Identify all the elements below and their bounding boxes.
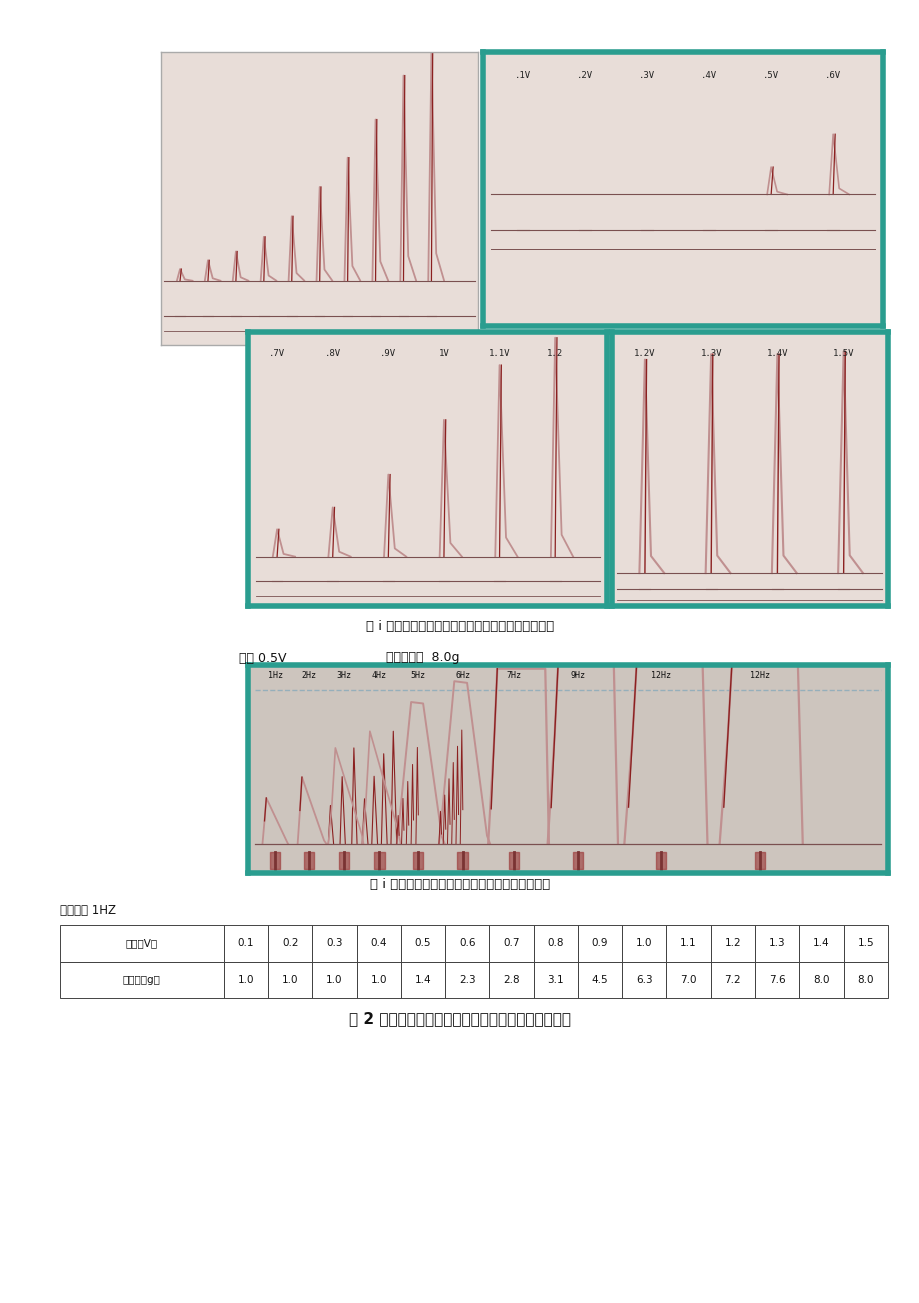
- Text: 最大收缩力  8.0g: 最大收缩力 8.0g: [386, 652, 460, 665]
- Text: 1.4: 1.4: [812, 938, 829, 949]
- Text: 1.0: 1.0: [326, 975, 342, 985]
- Text: 0.2: 0.2: [281, 938, 298, 949]
- Text: 1.5V: 1.5V: [832, 349, 854, 358]
- Bar: [267, 962, 312, 998]
- Bar: [357, 925, 401, 962]
- Bar: [621, 962, 665, 998]
- Bar: [401, 962, 445, 998]
- Bar: [577, 925, 621, 962]
- Text: 12Hz: 12Hz: [650, 671, 670, 680]
- Text: 12Hz: 12Hz: [749, 671, 769, 680]
- Text: 1.4: 1.4: [414, 975, 431, 985]
- Bar: [312, 925, 357, 962]
- Text: 1.2V: 1.2V: [633, 349, 655, 358]
- Text: 7.0: 7.0: [679, 975, 696, 985]
- Text: .2V: .2V: [576, 72, 593, 81]
- Bar: [267, 925, 312, 962]
- Text: .6V: .6V: [824, 72, 840, 81]
- Text: 9Hz: 9Hz: [570, 671, 584, 680]
- Text: 5Hz: 5Hz: [410, 671, 425, 680]
- Bar: [754, 962, 799, 998]
- Text: 0.6: 0.6: [459, 938, 475, 949]
- Text: .5V: .5V: [762, 72, 778, 81]
- Text: .3V: .3V: [639, 72, 654, 81]
- Bar: [489, 925, 533, 962]
- Text: 0.4: 0.4: [370, 938, 387, 949]
- Bar: [710, 925, 754, 962]
- Bar: [665, 962, 710, 998]
- Text: 1Hz: 1Hz: [267, 671, 282, 680]
- Text: 0.9: 0.9: [591, 938, 607, 949]
- Text: 2.8: 2.8: [503, 975, 519, 985]
- Text: 2.3: 2.3: [459, 975, 475, 985]
- Bar: [799, 925, 843, 962]
- Text: 1.1V: 1.1V: [488, 349, 510, 358]
- Text: 1.2: 1.2: [547, 349, 562, 358]
- Text: 1.3: 1.3: [768, 938, 785, 949]
- Bar: [754, 925, 799, 962]
- Text: .8V: .8V: [324, 349, 340, 358]
- Bar: [577, 962, 621, 998]
- Bar: [621, 925, 665, 962]
- Bar: [710, 962, 754, 998]
- Text: 表 i 蟾蜍腓肠肌单刺激时刺激强度和收缩力的关系: 表 i 蟾蜍腓肠肌单刺激时刺激强度和收缩力的关系: [369, 878, 550, 891]
- Text: 0.3: 0.3: [326, 938, 342, 949]
- Bar: [60, 925, 223, 962]
- Text: 4Hz: 4Hz: [371, 671, 387, 680]
- Bar: [533, 962, 577, 998]
- Text: 1.0: 1.0: [370, 975, 387, 985]
- Bar: [60, 962, 223, 998]
- Bar: [445, 925, 489, 962]
- Text: 7.2: 7.2: [724, 975, 741, 985]
- Text: 图 2 蟾蜍腓肠肌连续刺激时刺激频率和收缩力的关系: 图 2 蟾蜍腓肠肌连续刺激时刺激频率和收缩力的关系: [348, 1011, 571, 1027]
- Text: 7Hz: 7Hz: [505, 671, 521, 680]
- Text: .1V: .1V: [515, 72, 530, 81]
- Text: 电压（V）: 电压（V）: [126, 938, 158, 949]
- Text: 0.7: 0.7: [503, 938, 519, 949]
- Bar: [799, 962, 843, 998]
- Text: .9V: .9V: [380, 349, 396, 358]
- Text: 1.0: 1.0: [237, 975, 254, 985]
- Bar: [312, 962, 357, 998]
- Text: 6Hz: 6Hz: [455, 671, 470, 680]
- Text: 8.0: 8.0: [812, 975, 829, 985]
- Bar: [533, 925, 577, 962]
- Text: 4.5: 4.5: [591, 975, 607, 985]
- Text: 1.0: 1.0: [635, 938, 652, 949]
- Bar: [445, 962, 489, 998]
- Bar: [223, 962, 267, 998]
- Bar: [843, 925, 887, 962]
- Text: 7.6: 7.6: [768, 975, 785, 985]
- Text: .7V: .7V: [268, 349, 285, 358]
- Bar: [665, 925, 710, 962]
- Text: 固定频率 1HZ: 固定频率 1HZ: [60, 904, 116, 917]
- Text: 1.5: 1.5: [857, 938, 873, 949]
- Text: 2Hz: 2Hz: [301, 671, 316, 680]
- Text: 阈值 0.5V: 阈值 0.5V: [239, 652, 287, 665]
- Text: 收缩力（g）: 收缩力（g）: [123, 975, 161, 985]
- Bar: [843, 962, 887, 998]
- Text: 0.8: 0.8: [547, 938, 563, 949]
- Bar: [401, 925, 445, 962]
- Text: 8.0: 8.0: [857, 975, 873, 985]
- Text: 1.4V: 1.4V: [766, 349, 788, 358]
- Bar: [489, 962, 533, 998]
- Text: 1.0: 1.0: [281, 975, 298, 985]
- Text: 3.1: 3.1: [547, 975, 563, 985]
- Text: 3Hz: 3Hz: [336, 671, 351, 680]
- Bar: [223, 925, 267, 962]
- Text: .4V: .4V: [700, 72, 717, 81]
- Text: 1.1: 1.1: [679, 938, 697, 949]
- Text: 0.5: 0.5: [414, 938, 431, 949]
- Text: 0.1: 0.1: [237, 938, 254, 949]
- Text: 1.2: 1.2: [724, 938, 741, 949]
- Text: 1.3V: 1.3V: [699, 349, 721, 358]
- Text: 6.3: 6.3: [635, 975, 652, 985]
- Text: 图 i 蟾蜍腓肠肌连续刺激时刺激频率和收缩力的关系: 图 i 蟾蜍腓肠肌连续刺激时刺激频率和收缩力的关系: [366, 620, 553, 633]
- Text: 1V: 1V: [438, 349, 448, 358]
- Bar: [357, 962, 401, 998]
